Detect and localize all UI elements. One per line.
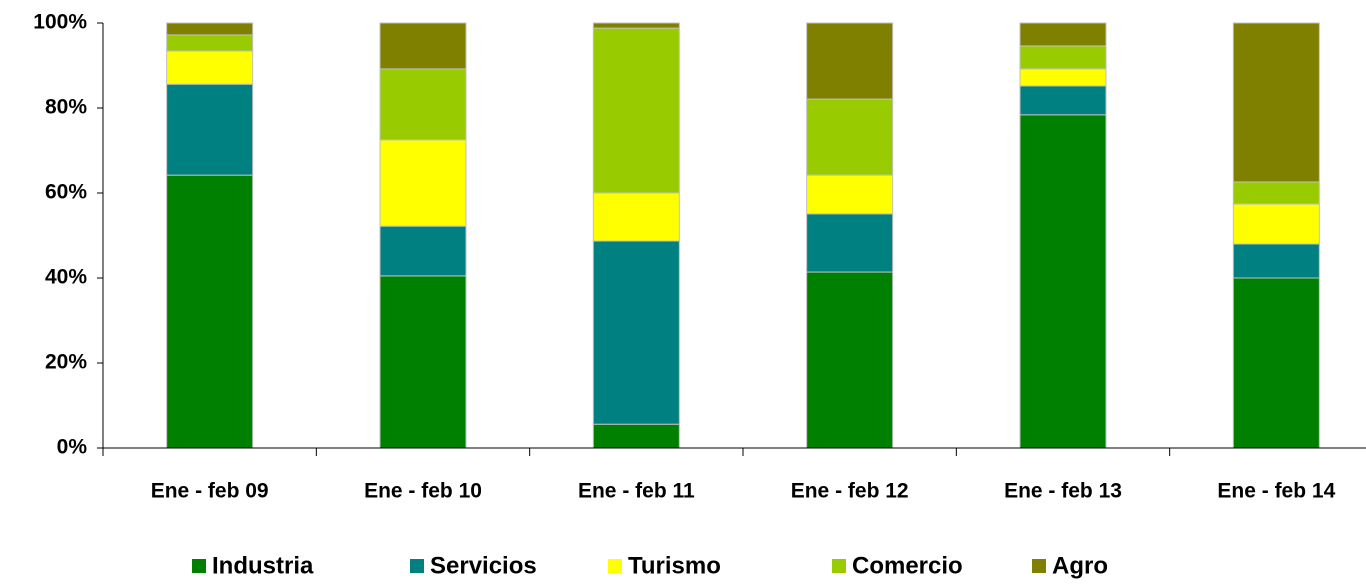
- bar-segment: [1232, 22, 1320, 183]
- bar-segment: [592, 27, 680, 194]
- bar-segment: [166, 50, 254, 85]
- bar-segment: [166, 22, 254, 36]
- x-tick-label: Ene - feb 14: [1217, 480, 1335, 503]
- bar-segment: [1019, 22, 1107, 47]
- bar-segment: [1232, 277, 1320, 449]
- bar-segment: [379, 139, 467, 227]
- y-tick-label: 100%: [33, 11, 87, 34]
- bar-segment: [592, 423, 680, 449]
- bar-segment: [1232, 243, 1320, 279]
- legend-label: Industria: [212, 552, 314, 579]
- y-tick-label: 20%: [45, 351, 87, 374]
- legend-swatch: [1032, 559, 1046, 573]
- x-tick-label: Ene - feb 11: [578, 480, 695, 503]
- y-tick-label: 0%: [57, 436, 88, 459]
- bar-segment: [592, 22, 680, 29]
- legend-label: Servicios: [430, 552, 537, 579]
- bar-segment: [166, 174, 254, 449]
- bar-segment: [1232, 203, 1320, 245]
- y-tick-label: 40%: [45, 266, 87, 289]
- bar-segment: [166, 83, 254, 176]
- legend-swatch: [192, 559, 206, 573]
- bar-segment: [806, 98, 894, 176]
- legend-swatch: [410, 559, 424, 573]
- bar-segment: [1232, 181, 1320, 205]
- bar-segment: [379, 22, 467, 70]
- bar-segment: [1019, 114, 1107, 449]
- bar-segment: [806, 213, 894, 273]
- bar-segment: [592, 192, 680, 242]
- x-tick-label: Ene - feb 13: [1004, 480, 1122, 503]
- x-tick-label: Ene - feb 12: [791, 480, 909, 503]
- y-tick-label: 60%: [45, 181, 87, 204]
- bar-segment: [1019, 45, 1107, 70]
- x-tick-label: Ene - feb 10: [364, 480, 482, 503]
- bar-segment: [806, 271, 894, 449]
- legend-swatch: [608, 559, 622, 573]
- bar-segment: [379, 68, 467, 141]
- bar-segment: [379, 225, 467, 277]
- legend-label: Turismo: [628, 552, 721, 579]
- bar-segment: [166, 34, 254, 52]
- legend-label: Agro: [1052, 552, 1108, 579]
- bar-segment: [592, 240, 680, 425]
- bar-segment: [1019, 85, 1107, 116]
- bar-segment: [1019, 68, 1107, 87]
- bar-segment: [379, 275, 467, 449]
- x-tick-label: Ene - feb 09: [151, 480, 269, 503]
- y-tick-label: 80%: [45, 96, 87, 119]
- bar-segment: [806, 174, 894, 215]
- legend-swatch: [832, 559, 846, 573]
- bar-segment: [806, 22, 894, 100]
- legend-label: Comercio: [852, 552, 963, 579]
